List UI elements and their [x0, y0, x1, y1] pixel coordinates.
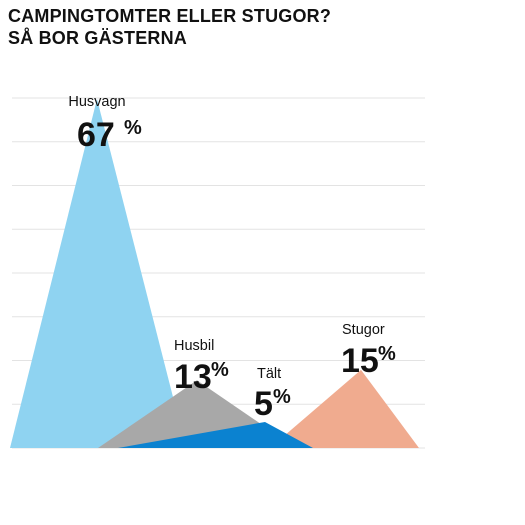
chart-subtitle: SÅ BOR GÄSTERNA [8, 28, 188, 48]
title-block: CAMPINGTOMTER ELLER STUGOR? SÅ BOR GÄSTE… [8, 5, 331, 49]
label-husvagn: Husvagn [68, 94, 125, 110]
label-tält: Tält [257, 366, 281, 382]
labels-layer: Husvagn 67 % Husbil 13% Tält 5 % Stugor 15% [68, 94, 396, 423]
percent-sign-husbil: % [211, 359, 229, 381]
label-husbil: Husbil [174, 338, 214, 354]
percent-sign-stugor: % [378, 343, 396, 365]
peaks-layer [10, 99, 419, 448]
value-tält: 5 [254, 385, 273, 423]
value-stugor: 15 [341, 342, 379, 380]
peak-husvagn [10, 99, 186, 448]
chart-title: CAMPINGTOMTER ELLER STUGOR? [8, 6, 332, 26]
percent-sign-tält: % [273, 386, 291, 408]
peak-stugor [270, 369, 419, 448]
peak-tält [118, 421, 313, 448]
value-husvagn: 67 [77, 116, 115, 154]
value-husbil: 13 [174, 358, 212, 396]
percent-sign-husvagn: % [124, 117, 142, 139]
label-stugor: Stugor [342, 322, 385, 338]
